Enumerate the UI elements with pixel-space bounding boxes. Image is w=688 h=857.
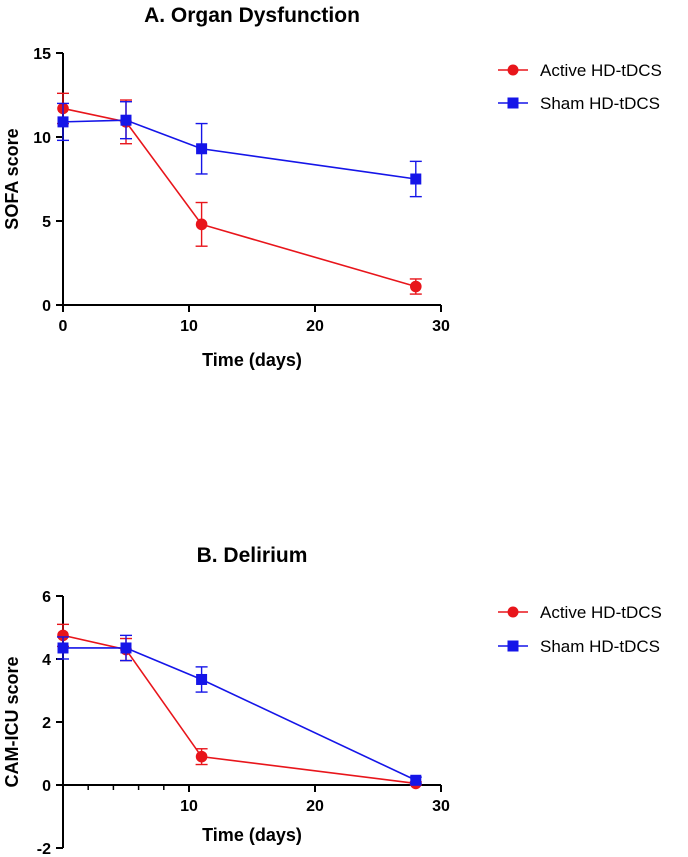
chart-a-legend: Active HD-tDCS Sham HD-tDCS (498, 61, 662, 113)
series-line (62, 119, 416, 180)
series-line (62, 107, 417, 288)
chart-organ-dysfunction: A. Organ Dysfunction SOFA score Time (da… (2, 4, 662, 370)
chart-a-y-axis-label: SOFA score (2, 128, 22, 229)
series-active (57, 92, 422, 295)
chart-b-y-axis-label: CAM-ICU score (2, 656, 22, 787)
legend-item-active: Active HD-tDCS (498, 61, 662, 80)
x-tick-label: 30 (432, 798, 450, 815)
legend-item-sham: Sham HD-tDCS (498, 94, 660, 113)
data-point (120, 114, 132, 126)
series-line (63, 647, 417, 781)
chart-a-title: A. Organ Dysfunction (144, 4, 360, 27)
series-sham (57, 101, 422, 198)
data-point (120, 642, 132, 654)
chart-a-x-axis-label: Time (days) (202, 350, 302, 370)
legend-item-sham: Sham HD-tDCS (498, 637, 660, 656)
data-point (410, 774, 422, 786)
legend-label-sham: Sham HD-tDCS (540, 637, 660, 656)
y-tick-label: 10 (33, 130, 51, 147)
x-tick-label: 30 (432, 318, 450, 335)
data-point (57, 629, 69, 642)
chart-b-ticks: -2 0 2 4 6 10 20 30 (37, 589, 450, 857)
x-tick-label: 20 (306, 318, 324, 335)
legend-label-active: Active HD-tDCS (540, 603, 662, 622)
x-tick-label: 10 (180, 798, 198, 815)
series-line (62, 634, 416, 785)
x-tick-label: 0 (59, 318, 68, 335)
data-point (196, 673, 208, 685)
data-point (195, 750, 208, 763)
chart-a-ticks: 0 5 10 15 0 10 20 30 (33, 46, 450, 335)
data-point (196, 143, 208, 155)
y-tick-label: 15 (33, 46, 51, 63)
legend-item-active: Active HD-tDCS (498, 603, 662, 622)
legend-swatch-sham-marker (507, 97, 519, 109)
legend-swatch-active-marker (507, 606, 519, 618)
x-tick-label: 20 (306, 798, 324, 815)
y-tick-label: 2 (42, 715, 51, 732)
x-tick-label: 10 (180, 318, 198, 335)
series-active (57, 623, 422, 790)
chart-b-title: B. Delirium (197, 544, 308, 567)
chart-b-x-axis-label: Time (days) (202, 825, 302, 845)
y-tick-label: 0 (42, 298, 51, 315)
chart-b-series (57, 623, 422, 790)
y-tick-label: -2 (37, 841, 51, 857)
chart-delirium: B. Delirium CAM-ICU score Time (days) -2… (2, 544, 662, 857)
legend-label-sham: Sham HD-tDCS (540, 94, 660, 113)
y-tick-label: 0 (42, 778, 51, 795)
data-point (57, 642, 69, 654)
y-tick-label: 4 (42, 652, 51, 669)
legend-swatch-sham-marker (507, 640, 519, 652)
data-point (57, 116, 69, 128)
legend-swatch-active-marker (507, 64, 519, 76)
data-point (410, 280, 422, 293)
series-sham (57, 634, 422, 786)
y-tick-label: 5 (42, 214, 51, 231)
legend-label-active: Active HD-tDCS (540, 61, 662, 80)
chart-b-legend: Active HD-tDCS Sham HD-tDCS (498, 603, 662, 656)
chart-a-series (57, 92, 422, 295)
y-tick-label: 6 (42, 589, 51, 606)
data-point (410, 173, 422, 185)
data-point (195, 218, 208, 231)
